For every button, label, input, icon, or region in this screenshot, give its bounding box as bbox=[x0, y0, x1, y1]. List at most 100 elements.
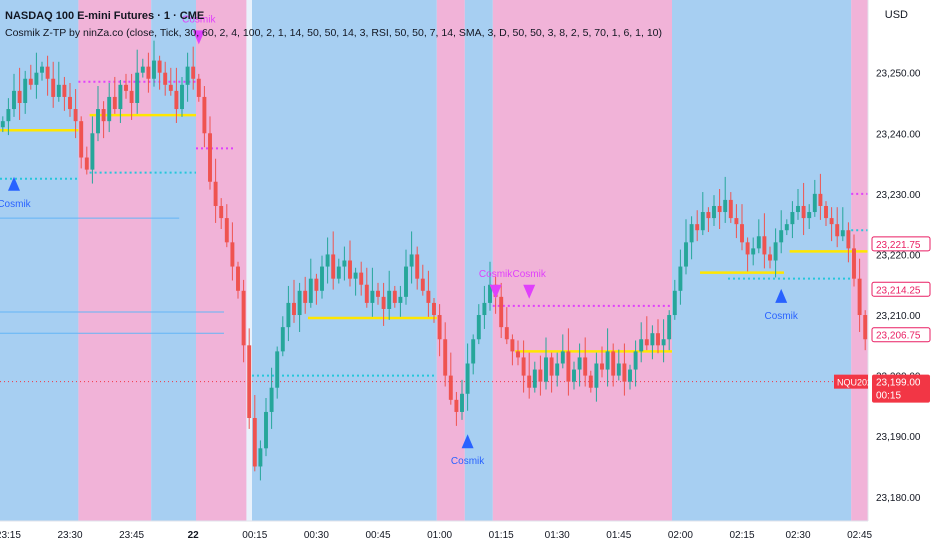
candle-body bbox=[538, 369, 543, 382]
candle-body bbox=[364, 284, 369, 303]
candle-body bbox=[661, 339, 666, 346]
candle-body bbox=[796, 205, 800, 213]
signal-sell[interactable]: Cosmik bbox=[182, 14, 216, 45]
signal-label: Cosmik bbox=[765, 311, 799, 322]
candle-body bbox=[292, 302, 296, 316]
candle-body bbox=[829, 218, 834, 225]
time-axis[interactable] bbox=[0, 521, 932, 550]
price-axis[interactable] bbox=[868, 0, 932, 550]
candle-body bbox=[12, 90, 16, 110]
signal-label: Cosmik bbox=[0, 199, 32, 210]
level-badge: 23,206.75 bbox=[871, 327, 931, 343]
current-price-value: 23,199.00 bbox=[876, 378, 921, 389]
candle-body bbox=[17, 90, 22, 103]
candle-body bbox=[516, 351, 520, 358]
candle-body bbox=[370, 290, 375, 303]
candle-body bbox=[499, 296, 504, 328]
candle-body bbox=[163, 72, 168, 85]
candle-body bbox=[28, 78, 33, 85]
sell-arrow-icon bbox=[489, 284, 502, 299]
candle-body bbox=[745, 242, 750, 255]
candle-body bbox=[45, 66, 50, 79]
x-tick-label: 01:30 bbox=[545, 530, 570, 541]
signal-buy[interactable]: Cosmik bbox=[765, 288, 799, 322]
candle-body bbox=[784, 224, 789, 231]
candle-body bbox=[432, 302, 436, 316]
signal-buy[interactable]: Cosmik bbox=[0, 176, 32, 210]
candle-body bbox=[376, 290, 380, 297]
candle-body bbox=[734, 218, 739, 225]
candle-body bbox=[230, 242, 235, 267]
x-tick-label: 01:15 bbox=[489, 530, 514, 541]
x-tick-label: 02:30 bbox=[785, 530, 810, 541]
candle-body bbox=[398, 296, 403, 303]
zone-blue bbox=[151, 0, 196, 521]
candle-body bbox=[706, 212, 711, 219]
signal-sell[interactable]: Cosmik bbox=[513, 269, 547, 299]
candle-body bbox=[751, 248, 756, 255]
candle-body bbox=[269, 387, 274, 412]
candle-body bbox=[443, 339, 448, 376]
candle-body bbox=[840, 230, 845, 237]
signal-label: Cosmik bbox=[182, 14, 216, 25]
candle-body bbox=[779, 230, 784, 243]
candle-body bbox=[650, 333, 655, 346]
candle-body bbox=[572, 369, 576, 382]
x-tick-label: 02:45 bbox=[847, 530, 872, 541]
candle-body bbox=[824, 205, 828, 219]
buy-arrow-icon bbox=[775, 288, 788, 303]
candle-body bbox=[241, 290, 246, 346]
candle-body bbox=[712, 205, 716, 219]
x-tick-label: 01:00 bbox=[427, 530, 452, 541]
x-tick-label: 22 bbox=[188, 530, 200, 541]
buy-arrow-icon bbox=[461, 434, 474, 449]
candle-body bbox=[857, 278, 862, 316]
y-tick-label: 23,220.00 bbox=[876, 250, 921, 261]
candle-body bbox=[656, 333, 660, 346]
sell-arrow-icon bbox=[523, 284, 536, 299]
candle-body bbox=[560, 351, 565, 364]
candle-body bbox=[196, 78, 201, 97]
signal-buy[interactable]: Cosmik bbox=[451, 434, 485, 467]
candle-body bbox=[174, 90, 179, 110]
candle-body bbox=[622, 363, 627, 382]
signal-label: Cosmik bbox=[451, 456, 485, 467]
indicator-legend[interactable]: Cosmik Z-TP by ninZa.co (close, Tick, 30… bbox=[5, 27, 662, 39]
candle-body bbox=[583, 357, 588, 376]
candle-body bbox=[488, 284, 492, 303]
candle-body bbox=[846, 230, 851, 249]
candle-body bbox=[672, 290, 677, 316]
candle-body bbox=[527, 375, 532, 388]
currency-button[interactable]: USD bbox=[884, 9, 908, 21]
zone-pink bbox=[492, 0, 672, 521]
candle-body bbox=[252, 418, 257, 467]
signal-sell[interactable]: Cosmik bbox=[479, 269, 513, 299]
candle-body bbox=[236, 266, 240, 291]
y-tick-label: 23,210.00 bbox=[876, 311, 921, 322]
candle-body bbox=[73, 109, 78, 122]
y-tick-label: 23,180.00 bbox=[876, 493, 921, 504]
candle-body bbox=[40, 66, 44, 73]
candle-body bbox=[863, 315, 868, 340]
symbol-title[interactable]: NASDAQ 100 E-mini Futures · 1 · CME bbox=[5, 10, 205, 22]
candle-body bbox=[639, 339, 644, 352]
candle-body bbox=[420, 278, 425, 291]
candle-body bbox=[577, 357, 582, 370]
candle-body bbox=[381, 296, 386, 309]
candle-body bbox=[549, 357, 554, 376]
symbol-badge-label: NQU2025 bbox=[837, 378, 877, 388]
candle-body bbox=[504, 327, 509, 340]
candle-body bbox=[224, 218, 229, 243]
zone-blue bbox=[464, 0, 493, 521]
candle-body bbox=[415, 254, 420, 279]
candle-body bbox=[101, 109, 106, 122]
x-tick-label: 23:30 bbox=[57, 530, 82, 541]
x-tick-label: 01:45 bbox=[606, 530, 631, 541]
candle-body bbox=[521, 357, 526, 376]
candle-body bbox=[740, 224, 744, 243]
candle-body bbox=[689, 224, 694, 243]
candle-body bbox=[342, 260, 347, 267]
